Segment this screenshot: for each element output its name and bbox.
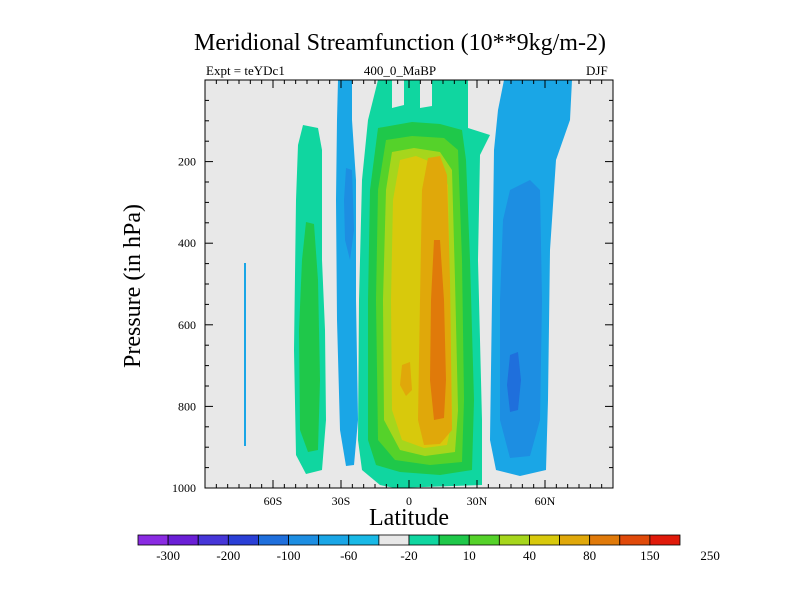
x-tick-label: 60S [264,494,283,508]
colorbar-swatch [438,534,470,546]
colorbar-label: 150 [640,548,660,563]
y-tick-label: 1000 [172,481,196,495]
colorbar-label: -20 [400,548,417,563]
colorbar-swatch [468,534,500,546]
colorbar-swatch [227,534,259,546]
region-tropical-left-lobe [400,362,412,396]
region-negative-30s-outer [336,80,358,466]
experiment-label: Expt = teYDc1 [206,63,285,78]
x-tick-label: 0 [406,494,412,508]
colorbar-swatch [318,534,350,546]
region-weak-negative-sliver [244,263,246,446]
colorbar-swatch [619,534,651,546]
region-negative-50n-inner [500,180,542,458]
region-positive-45s-inner [299,222,320,452]
colorbar-swatch [258,534,289,546]
contour-regions [244,80,572,488]
x-tick-label: 60N [535,494,556,508]
colorbar-label: -200 [216,548,240,563]
season-label: DJF [586,63,608,78]
x-axis: 60S 30S 0 30N 60N [215,80,603,508]
colorbar-swatch [649,534,681,546]
colorbar-label: 10 [463,548,476,563]
colorbar-swatch [137,534,169,546]
x-axis-title: Latitude [369,505,449,531]
y-axis: 200 400 600 800 1000 [172,99,613,495]
colorbar-swatch [348,534,380,546]
y-tick-label: 600 [178,318,196,332]
colorbar-swatch [167,534,199,546]
y-tick-label: 800 [178,399,196,413]
y-tick-label: 400 [178,236,196,250]
colorbar-label: -300 [156,548,180,563]
colorbar-swatch [498,534,530,546]
colorbar-label: -60 [340,548,357,563]
colorbar-swatch [408,534,440,546]
colorbar-swatch [288,534,320,546]
colorbar-swatch [559,534,591,546]
chart-title: Meridional Streamfunction (10**9kg/m-2) [194,30,606,56]
region-negative-50n-core [507,352,521,412]
x-tick-label: 30S [332,494,351,508]
colorbar-label: 40 [523,548,536,563]
colorbar-swatch [589,534,621,546]
colorbar: -300 -200 -100 -60 -20 10 40 80 150 250 [137,534,720,563]
y-tick-label: 200 [178,155,196,169]
region-negative-30s-inner [344,168,354,260]
region-peak-cell [430,240,446,420]
y-axis-title: Pressure (in hPa) [120,204,146,368]
colorbar-swatch [378,534,410,546]
x-tick-label: 30N [467,494,488,508]
colorbar-swatch [529,534,560,546]
colorbar-label: 80 [583,548,596,563]
time-label: 400_0_MaBP [363,63,437,78]
colorbar-swatch [197,534,229,546]
colorbar-label: 250 [700,548,720,563]
colorbar-label: -100 [277,548,301,563]
